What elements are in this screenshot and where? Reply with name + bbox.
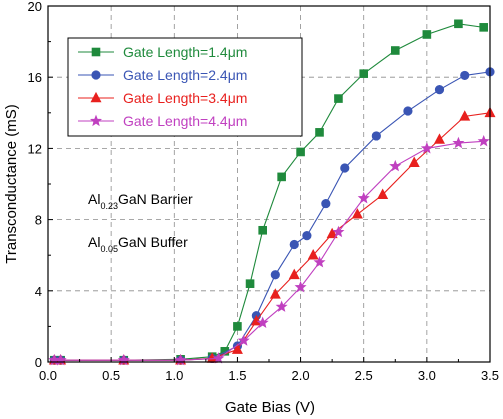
legend-item: Gate Length=2.4μm xyxy=(78,67,247,83)
data-point xyxy=(403,106,413,116)
series-line xyxy=(54,140,484,361)
annotation-buffer-subscript: 0.05 xyxy=(100,244,118,254)
data-point xyxy=(256,316,269,328)
annotation-barrier-prefix: Al xyxy=(88,191,100,207)
data-point xyxy=(459,110,471,121)
data-point xyxy=(452,136,465,149)
data-point xyxy=(296,147,305,157)
data-point xyxy=(357,191,370,204)
annotation-barrier-suffix: GaN Barrier xyxy=(118,191,193,207)
y-tick-label: 0 xyxy=(35,355,42,370)
data-point xyxy=(359,69,369,78)
legend-label: Gate Length=4.4μm xyxy=(123,113,247,129)
x-tick-label: 0.0 xyxy=(39,368,57,383)
series-4 xyxy=(48,134,490,366)
data-point xyxy=(307,249,319,260)
data-point xyxy=(289,239,299,250)
data-point xyxy=(332,225,345,238)
legend-marker xyxy=(89,114,103,127)
y-tick-label: 12 xyxy=(28,141,42,156)
annotation-buffer-suffix: GaN Buffer xyxy=(118,234,188,250)
legend-label: Gate Length=2.4μm xyxy=(123,67,247,83)
annotation-buffer-prefix: Al xyxy=(88,234,100,250)
data-point xyxy=(326,227,338,239)
legend: Gate Length=1.4μm Gate Length=2.4μm Gate L… xyxy=(67,37,303,137)
data-point xyxy=(212,352,225,364)
series-line xyxy=(54,23,484,361)
legend-box xyxy=(67,37,303,137)
y-tick-label: 8 xyxy=(35,213,42,228)
data-point xyxy=(422,30,432,39)
y-axis-title: Transconductance (mS) xyxy=(3,104,20,264)
data-point xyxy=(54,353,67,366)
data-point xyxy=(233,322,242,331)
data-point xyxy=(174,353,187,366)
data-point xyxy=(334,94,343,103)
data-point xyxy=(269,288,281,299)
data-point xyxy=(420,142,433,154)
data-point xyxy=(258,225,267,235)
svg-text:Al0.05GaN Buffer: Al0.05GaN Buffer xyxy=(88,234,188,254)
legend-label: Gate Length=3.4μm xyxy=(123,90,247,106)
x-tick-label: 3.0 xyxy=(418,368,436,383)
data-point xyxy=(390,46,400,55)
annotation-buffer: Al0.05GaN Buffer xyxy=(88,234,188,254)
data-point xyxy=(321,198,331,209)
legend-marker xyxy=(91,70,101,80)
data-point xyxy=(460,70,470,81)
data-point xyxy=(302,231,312,241)
legend-item: Gate Length=1.4μm xyxy=(78,44,247,60)
y-tick-label: 16 xyxy=(28,70,42,85)
legend-item: Gate Length=3.4μm xyxy=(78,90,247,106)
y-tick-label: 4 xyxy=(35,284,42,299)
y-tick-label: 20 xyxy=(28,0,42,14)
data-point xyxy=(433,133,445,144)
legend-item: Gate Length=4.4μm xyxy=(78,113,247,129)
x-axis-title: Gate Bias (V) xyxy=(225,399,315,416)
data-point xyxy=(288,268,300,280)
data-point xyxy=(340,163,350,173)
data-point xyxy=(275,300,288,312)
annotation-barrier-subscript: 0.23 xyxy=(100,201,118,211)
data-point xyxy=(434,85,445,95)
annotation-barrier: Al0.23GaN Barrier xyxy=(88,191,193,211)
x-tick-label: 2.5 xyxy=(355,368,373,383)
data-point xyxy=(270,270,280,280)
x-tick-label: 3.5 xyxy=(481,368,499,383)
data-point xyxy=(389,159,402,172)
data-point xyxy=(377,188,389,199)
data-point xyxy=(237,334,250,346)
data-point xyxy=(231,343,243,354)
data-point xyxy=(479,23,488,32)
data-point xyxy=(477,134,490,147)
data-point xyxy=(277,172,286,182)
data-point xyxy=(315,128,324,137)
legend-label: Gate Length=1.4μm xyxy=(123,44,247,60)
x-tick-label: 0.5 xyxy=(102,368,120,383)
x-tick-label: 1.0 xyxy=(165,368,183,383)
axis-ticks: 0.0 0.5 1.0 1.5 2.0 2.5 3.0 3.5 0 4 8 12 16 20 xyxy=(28,0,500,383)
x-tick-label: 2.0 xyxy=(292,368,310,383)
data-point xyxy=(313,256,326,268)
data-point xyxy=(371,131,381,141)
data-point xyxy=(408,156,420,167)
data-point xyxy=(245,279,255,288)
svg-text:Al0.23GaN Barrier: Al0.23GaN Barrier xyxy=(88,191,193,211)
data-point xyxy=(294,280,307,293)
legend-marker xyxy=(91,47,101,57)
legend-marker xyxy=(90,91,102,103)
data-point xyxy=(351,208,363,219)
x-tick-label: 1.5 xyxy=(228,368,246,383)
data-point xyxy=(117,353,130,366)
data-point xyxy=(454,19,463,29)
